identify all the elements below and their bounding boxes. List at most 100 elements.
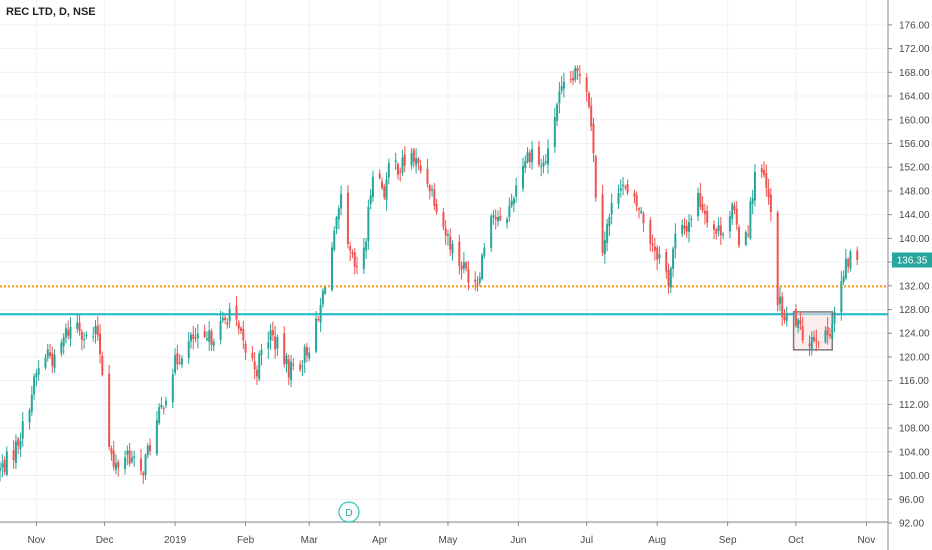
candle-body (367, 206, 370, 242)
candle-body (492, 215, 495, 218)
y-tick-label: 124.00 (899, 329, 930, 340)
candle-body (80, 331, 83, 340)
y-tick-label: 144.00 (899, 210, 930, 221)
x-tick-label: Jun (510, 535, 526, 546)
x-tick-label: 2019 (164, 535, 187, 546)
candle-body (792, 312, 795, 314)
y-tick-label: 140.00 (899, 234, 930, 245)
candle-body (419, 165, 422, 172)
candle-body (112, 450, 115, 467)
candle-body (587, 93, 590, 107)
candle-body (349, 246, 352, 251)
candle-body (601, 194, 604, 253)
candle-body (190, 334, 193, 342)
candle-body (478, 277, 481, 283)
candle-body (747, 234, 750, 236)
candle-body (701, 204, 704, 211)
y-tick-label: 96.00 (899, 495, 924, 506)
candle-body (403, 154, 406, 166)
horizontal-lines[interactable] (0, 285, 888, 316)
candle-body (337, 208, 340, 220)
candle-body (205, 338, 208, 340)
x-tick-label: Jul (580, 535, 593, 546)
candle-body (242, 328, 245, 341)
candle-body (14, 441, 17, 464)
candle-body (410, 152, 413, 166)
candle-body (317, 318, 320, 320)
candle-body (731, 204, 734, 219)
candle-body (767, 188, 770, 198)
candle-body (738, 227, 741, 246)
candle-body (717, 225, 720, 232)
candle-body (67, 329, 70, 336)
candle-body (442, 212, 445, 228)
event-marker[interactable]: D (338, 501, 360, 523)
x-tick-label: Nov (857, 535, 875, 546)
candle-body (856, 250, 859, 261)
candle-body (387, 163, 390, 178)
candle-body (799, 320, 802, 325)
candle-body (1, 463, 4, 468)
candle-body (101, 355, 104, 375)
candle-body (158, 406, 161, 423)
candle-body (362, 247, 365, 270)
candle-body (690, 218, 693, 220)
candle-body (683, 226, 686, 229)
candle-body (528, 152, 531, 162)
candle-body (569, 79, 572, 81)
candle-body (753, 171, 756, 201)
y-tick-label: 92.00 (899, 519, 924, 530)
candle-body (506, 219, 509, 223)
candle-body (49, 352, 52, 356)
candle-body (544, 161, 547, 163)
x-tick-label: Nov (27, 535, 45, 546)
candle-body (547, 148, 550, 165)
candle-body (465, 262, 468, 269)
candle-body (94, 326, 97, 334)
candle-body (124, 457, 127, 469)
candle-body (76, 322, 79, 330)
candle-body (33, 376, 36, 395)
y-tick-label: 116.00 (899, 376, 929, 387)
candle-body (30, 394, 33, 412)
candle-body (235, 305, 238, 320)
candle-body (831, 324, 834, 339)
candle-body (305, 347, 308, 356)
candle-body (117, 461, 120, 468)
consolidation-box[interactable] (792, 311, 833, 351)
candle-body (383, 186, 386, 198)
candle-body (490, 216, 493, 248)
candle-body (299, 364, 302, 370)
candle-body (142, 472, 145, 476)
event-marker-circle (338, 501, 360, 523)
candle-body (622, 184, 625, 187)
candle-body (540, 165, 543, 167)
candle-body (415, 158, 418, 166)
candle-body (826, 327, 829, 335)
candle-body (412, 149, 415, 163)
candle-body (610, 202, 613, 215)
candle-body (669, 267, 672, 288)
range-box[interactable] (792, 311, 833, 351)
candle-body (656, 247, 659, 260)
candle-body (155, 420, 158, 454)
candle-body (521, 166, 524, 189)
candle-body (833, 311, 836, 324)
candle-body (126, 450, 129, 455)
candle-body (651, 243, 654, 246)
candle-body (96, 325, 99, 336)
candle-body (460, 265, 463, 270)
candle-body (590, 105, 593, 127)
candle-body (760, 168, 763, 173)
candle-body (69, 326, 72, 339)
candle-body (251, 353, 254, 359)
candle-body (0, 467, 1, 472)
candle-body (574, 67, 577, 80)
y-tick-label: 164.00 (899, 92, 930, 103)
x-tick-label: Feb (237, 535, 255, 546)
candle-body (542, 162, 545, 167)
candle-body (426, 168, 429, 184)
candle-body (797, 319, 800, 329)
